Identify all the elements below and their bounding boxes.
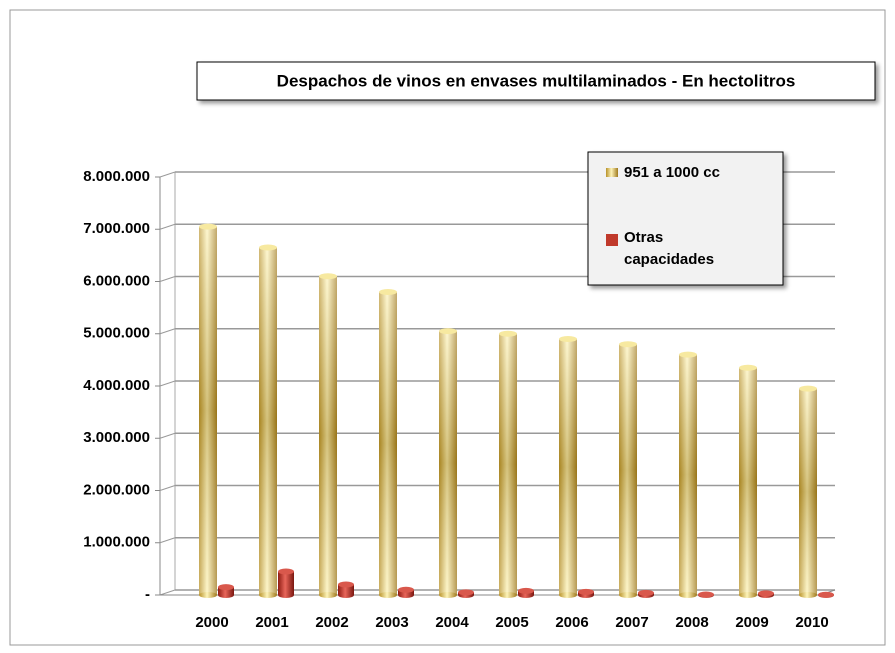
bar-cap [259, 244, 277, 251]
bar-base [739, 592, 757, 598]
bar [338, 584, 354, 595]
bar-cap [499, 330, 517, 337]
x-tick-label: 2010 [795, 614, 828, 631]
bar-shade [439, 331, 457, 595]
bar-base [679, 592, 697, 598]
y-tick-label: 4.000.000 [83, 377, 150, 394]
bar-shade [559, 338, 577, 595]
bar-cap [398, 586, 414, 593]
bar-cap [199, 223, 217, 230]
bar-cap [518, 587, 534, 594]
bar-base [499, 592, 517, 598]
bar-cap [799, 385, 817, 392]
bar-shade [199, 226, 217, 595]
bar-base [338, 592, 354, 598]
bar-cap [818, 591, 834, 598]
bar-cap [638, 589, 654, 596]
y-tick-label: 1.000.000 [83, 534, 150, 551]
bar-cap [739, 364, 757, 371]
x-tick-label: 2005 [495, 614, 528, 631]
bar-cap [458, 589, 474, 596]
x-tick-label: 2000 [195, 614, 228, 631]
bar-cap [218, 584, 234, 591]
bar-cap [439, 328, 457, 335]
grid-connector [159, 223, 176, 230]
legend-swatch [606, 168, 618, 177]
bar-base [278, 592, 294, 598]
y-tick-label: 7.000.000 [83, 220, 150, 237]
bar-base [319, 592, 337, 598]
bar-base [199, 592, 217, 598]
y-tick-label: 2.000.000 [83, 481, 150, 498]
bar-cap [278, 568, 294, 575]
x-tick-label: 2003 [375, 614, 408, 631]
bar-base [619, 592, 637, 598]
grid-connector [159, 485, 176, 491]
x-tick-label: 2008 [675, 614, 708, 631]
legend-swatch [606, 234, 618, 246]
chart-title: Despachos de vinos en envases multilamin… [277, 71, 796, 90]
bar-cap [679, 351, 697, 358]
bar-shade [379, 291, 397, 595]
bar-base [799, 592, 817, 598]
bar-cap [559, 335, 577, 342]
bar-base [259, 592, 277, 598]
bar-cap [698, 591, 714, 598]
bar-shade [679, 354, 697, 595]
x-tick-label: 2009 [735, 614, 768, 631]
bar-cap [319, 273, 337, 280]
legend-label: Otras capacidades [624, 229, 715, 268]
x-tick-label: 2004 [435, 614, 469, 631]
bar-base [218, 592, 234, 598]
bar-shade [619, 344, 637, 595]
title-box [196, 61, 876, 101]
grid-connector [159, 328, 176, 335]
y-tick-label: 5.000.000 [83, 325, 150, 342]
y-tick-label: 8.000.000 [83, 168, 150, 185]
bar-base [518, 592, 534, 598]
bar-base [398, 592, 414, 598]
legend-box [587, 151, 784, 286]
plot: - 1.000.000 2.000.000 3.000.000 4.000.000 5.0… [83, 168, 836, 631]
grid-connector [159, 537, 176, 544]
grid-connector [159, 276, 176, 282]
bar-base [559, 592, 577, 598]
bar-shade [499, 333, 517, 595]
bar-cap [338, 581, 354, 588]
y-tick-label: - [145, 586, 150, 603]
bar-base [439, 592, 457, 598]
grid-connector [159, 589, 176, 596]
x-tick-label: 2006 [555, 614, 588, 631]
bar-cap [758, 590, 774, 597]
bar-base [379, 592, 397, 598]
y-tick-label: 6.000.000 [83, 272, 150, 289]
bar-cap [379, 288, 397, 295]
bar-cap [578, 588, 594, 595]
x-tick-label: 2007 [615, 614, 648, 631]
legend-label: 951 a 1000 cc [624, 164, 720, 181]
bar-cap [619, 341, 637, 348]
bar [278, 571, 294, 595]
bar-shade [319, 276, 337, 595]
bar-shade [259, 247, 277, 595]
grid-connector [159, 380, 176, 387]
legend-label-box: Otras capacidades [624, 229, 715, 268]
bar-shade [799, 388, 817, 595]
x-tick-label: 2002 [315, 614, 348, 631]
y-tick-label: 3.000.000 [83, 429, 150, 446]
bar-shade [739, 367, 757, 595]
bar [218, 587, 234, 595]
grid-connector [159, 171, 176, 178]
x-tick-label: 2001 [255, 614, 288, 631]
grid-connector [159, 432, 176, 439]
